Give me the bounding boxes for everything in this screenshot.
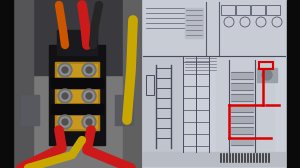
Circle shape (262, 70, 272, 80)
Circle shape (62, 67, 68, 73)
Circle shape (60, 91, 70, 101)
Bar (266, 5, 280, 15)
Circle shape (58, 115, 72, 129)
Bar (57, 90, 97, 102)
Bar (216, 57, 274, 152)
Bar (231, 138, 253, 145)
Bar (143, 57, 285, 152)
Bar (28, 0, 131, 75)
Bar (57, 64, 97, 76)
Bar (231, 105, 253, 112)
Bar (185, 8, 203, 38)
Circle shape (60, 65, 70, 75)
Bar (143, 2, 285, 57)
Circle shape (62, 119, 68, 125)
Bar (143, 2, 285, 166)
Bar (0, 0, 13, 168)
Circle shape (84, 117, 94, 127)
Bar (55, 88, 99, 104)
Bar (21, 95, 39, 125)
Circle shape (84, 65, 94, 75)
Bar (55, 114, 99, 130)
Bar (257, 68, 277, 82)
Bar (231, 94, 253, 101)
Circle shape (82, 63, 96, 77)
Circle shape (82, 115, 96, 129)
Bar (115, 95, 133, 125)
Circle shape (58, 63, 72, 77)
Bar (231, 127, 253, 134)
Circle shape (86, 93, 92, 99)
Bar (236, 5, 250, 15)
Bar (231, 83, 253, 90)
Circle shape (86, 119, 92, 125)
Bar (57, 30, 97, 55)
Bar (287, 0, 300, 168)
Bar (57, 116, 97, 128)
Bar (13, 0, 141, 168)
Circle shape (58, 89, 72, 103)
Bar (143, 57, 183, 152)
Bar (231, 72, 253, 79)
Bar (51, 78, 103, 88)
Bar (231, 116, 253, 123)
Bar (143, 152, 285, 166)
Bar (259, 62, 273, 69)
Bar (13, 0, 33, 168)
Bar (251, 5, 265, 15)
Bar (221, 5, 235, 15)
Bar (141, 0, 287, 168)
Bar (49, 45, 105, 145)
Circle shape (62, 93, 68, 99)
Bar (51, 104, 103, 114)
Circle shape (82, 89, 96, 103)
Bar (146, 75, 154, 95)
Bar (123, 0, 141, 168)
Circle shape (86, 67, 92, 73)
Bar (55, 62, 99, 78)
Circle shape (60, 117, 70, 127)
Circle shape (84, 91, 94, 101)
